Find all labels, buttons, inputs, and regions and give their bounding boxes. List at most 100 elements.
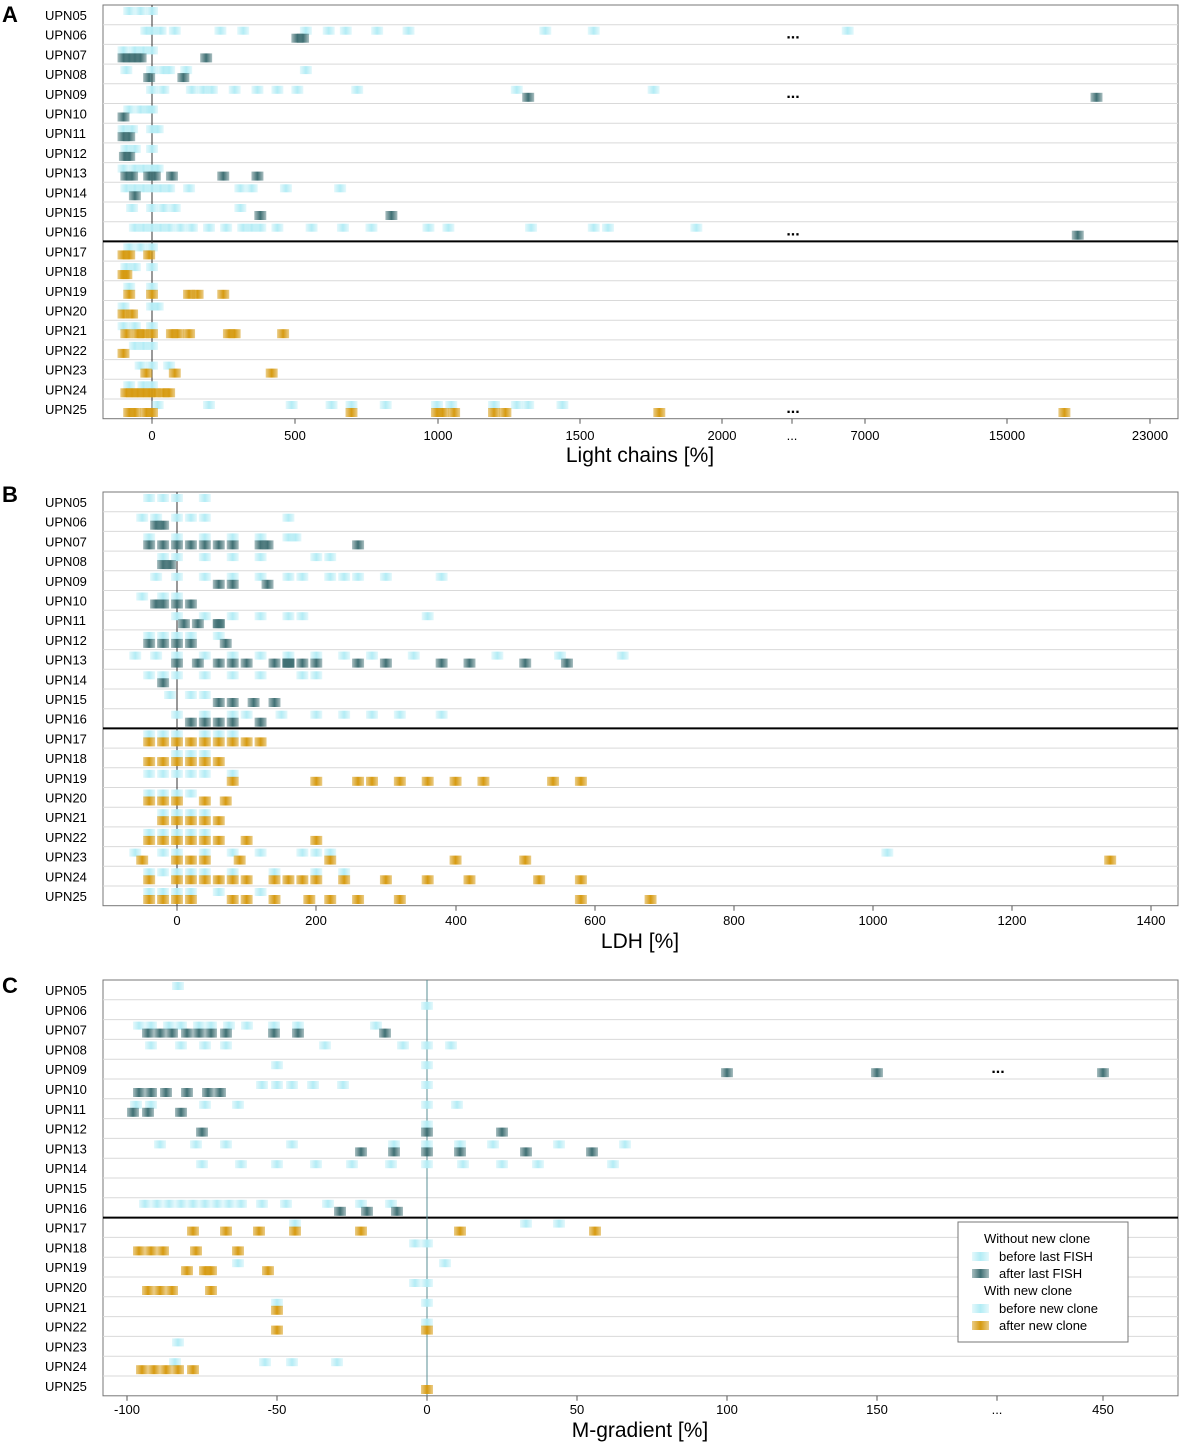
marker-after-fish	[247, 698, 260, 707]
marker-after-fish	[165, 171, 178, 181]
marker-before	[539, 26, 552, 35]
marker-before	[220, 223, 233, 232]
marker-before	[234, 204, 247, 212]
marker-after-clone	[145, 1246, 157, 1256]
marker-before	[150, 572, 163, 581]
marker-after-clone	[146, 408, 158, 417]
marker-after-clone	[232, 1246, 244, 1256]
marker-before	[184, 631, 197, 640]
axis-break-ellipsis: ...	[786, 223, 799, 240]
marker-before	[226, 868, 239, 877]
row-label: UPN23	[45, 363, 87, 378]
marker-after-fish	[128, 191, 141, 201]
marker-before	[164, 691, 177, 699]
marker-after-fish	[217, 171, 230, 181]
marker-before	[271, 1061, 283, 1070]
marker-after-fish	[586, 1147, 598, 1157]
x-tick-label: 150	[866, 1402, 888, 1417]
marker-before	[282, 513, 295, 522]
marker-before	[397, 1041, 409, 1050]
marker-before	[117, 302, 130, 311]
marker-before	[184, 769, 197, 778]
marker-before	[556, 401, 569, 409]
marker-after-fish	[157, 599, 170, 609]
row-label: UPN16	[45, 1201, 87, 1216]
row-label: UPN15	[45, 692, 87, 707]
marker-after-clone	[183, 329, 196, 339]
x-tick-label: 800	[723, 913, 745, 928]
row-label: UPN22	[45, 830, 87, 845]
marker-before	[163, 361, 176, 370]
x-tick-label: ...	[787, 428, 798, 443]
marker-before	[143, 868, 156, 877]
row-label: UPN06	[45, 1003, 87, 1018]
marker-before	[150, 651, 163, 660]
marker-after-clone	[157, 737, 170, 747]
legend-label-after-new-clone: after new clone	[999, 1318, 1087, 1333]
marker-before	[171, 612, 183, 621]
marker-before	[198, 651, 211, 660]
marker-before	[146, 282, 158, 291]
marker-after-fish	[212, 540, 225, 550]
marker-after-clone	[184, 816, 197, 826]
row-label: UPN06	[45, 28, 87, 43]
marker-before	[171, 828, 183, 837]
marker-before	[134, 361, 147, 370]
marker-before	[151, 125, 164, 134]
marker-before	[435, 710, 448, 719]
marker-before	[180, 66, 193, 75]
x-tick-label: 1000	[424, 428, 453, 443]
marker-after-fish	[157, 638, 170, 648]
marker-before	[123, 282, 136, 291]
marker-before	[198, 513, 211, 522]
marker-after-fish	[391, 1206, 403, 1216]
marker-before	[146, 223, 158, 232]
row-label: UPN22	[45, 1320, 87, 1335]
marker-after-fish	[171, 638, 183, 648]
row-label: UPN23	[45, 1339, 87, 1354]
marker-before	[271, 1081, 283, 1089]
marker-before	[226, 730, 239, 739]
marker-before	[232, 1259, 244, 1268]
marker-before	[286, 1140, 298, 1149]
marker-before	[151, 1199, 163, 1208]
marker-after-clone	[217, 289, 230, 299]
marker-after-clone	[171, 835, 183, 845]
marker-before	[325, 401, 338, 409]
marker-before	[268, 868, 281, 877]
legend-swatch-after-new-clone	[972, 1321, 989, 1330]
x-tick-label: 0	[148, 428, 155, 443]
marker-before	[171, 710, 183, 719]
marker-before	[271, 1160, 283, 1169]
marker-before	[203, 223, 215, 232]
marker-after-fish	[226, 540, 239, 550]
marker-after-fish	[522, 92, 535, 102]
row-label: UPN19	[45, 1260, 87, 1275]
marker-after-clone	[421, 1325, 433, 1335]
marker-after-fish	[157, 520, 170, 530]
marker-after-fish	[379, 1028, 391, 1038]
marker-before	[157, 204, 170, 212]
marker-after-fish	[560, 658, 573, 668]
marker-after-clone	[220, 1226, 232, 1236]
marker-after-clone	[123, 250, 136, 260]
marker-before	[602, 223, 614, 232]
marker-before	[146, 263, 158, 272]
marker-before	[345, 401, 358, 409]
marker-before	[407, 651, 420, 660]
row-label: UPN13	[45, 653, 87, 668]
marker-before	[146, 341, 158, 350]
marker-after-clone	[163, 388, 176, 398]
marker-after-clone	[477, 776, 490, 786]
marker-after-fish	[171, 599, 183, 609]
marker-after-clone	[310, 875, 323, 885]
x-tick-label: 0	[423, 1402, 430, 1417]
marker-after-fish	[352, 540, 365, 550]
marker-before	[171, 809, 183, 818]
marker-after-fish	[334, 1206, 346, 1216]
marker-after-clone	[117, 348, 130, 358]
marker-after-clone	[393, 776, 406, 786]
row-label: UPN09	[45, 1062, 87, 1077]
row-label: UPN15	[45, 205, 87, 220]
marker-before	[421, 1279, 433, 1287]
